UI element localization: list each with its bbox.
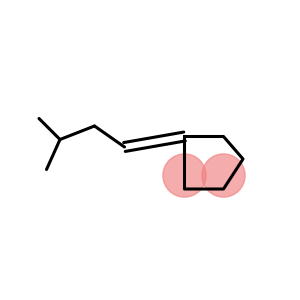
Circle shape — [163, 154, 206, 197]
Circle shape — [202, 154, 245, 197]
